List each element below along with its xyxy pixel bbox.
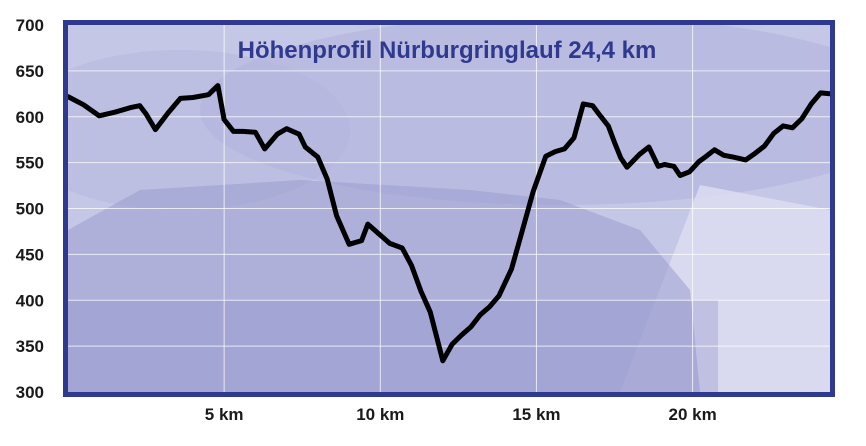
y-axis-ticks: 300 350 400 450 500 550 600 650 700 [16, 16, 44, 402]
chart-frame [63, 20, 835, 397]
x-axis-ticks: 5 km 10 km 15 km 20 km [205, 405, 717, 424]
x-tick-label: 20 km [668, 405, 716, 424]
elevation-line [65, 83, 833, 364]
y-tick-label: 650 [16, 62, 44, 81]
x-tick-label: 5 km [205, 405, 244, 424]
photo-trees-shade [200, 25, 830, 205]
y-tick-label: 300 [16, 383, 44, 402]
y-tick-label: 500 [16, 200, 44, 219]
y-tick-label: 450 [16, 245, 44, 264]
line-layer [65, 83, 833, 364]
x-tick-label: 10 km [356, 405, 404, 424]
y-tick-label: 600 [16, 108, 44, 127]
photo-trees-shade-2 [68, 50, 350, 210]
chart-title: Höhenprofil Nürburgringlauf 24,4 km [238, 37, 657, 64]
y-tick-label: 700 [16, 16, 44, 35]
y-tick-label: 350 [16, 337, 44, 356]
x-tick-label: 15 km [512, 405, 560, 424]
y-tick-label: 400 [16, 291, 44, 310]
y-tick-label: 550 [16, 154, 44, 173]
photo-crowd [68, 180, 700, 392]
